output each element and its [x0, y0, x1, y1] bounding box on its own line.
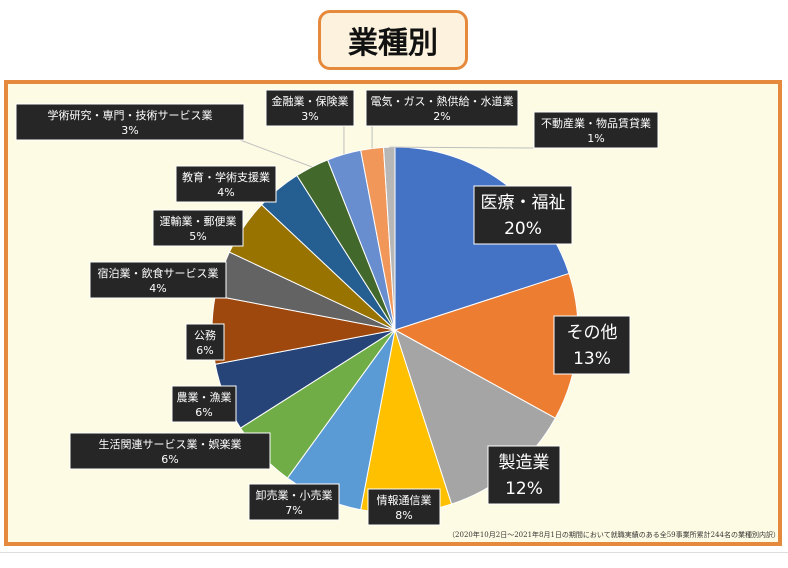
slice-name: 宿泊業・飲食サービス業 — [98, 266, 219, 280]
slice-name: 生活関連サービス業・娯楽業 — [99, 437, 242, 451]
slice-label: 情報通信業 8% — [367, 488, 441, 526]
slice-name: その他 — [567, 323, 618, 343]
slice-label-box — [175, 165, 277, 203]
slice-label: 宿泊業・飲食サービス業 4% — [89, 261, 227, 299]
slice-label: 不動産業・物品賃貸業 1% — [533, 111, 659, 149]
leader-line — [389, 146, 539, 149]
slice-name: 教育・学術支援業 — [182, 170, 270, 184]
slice-name: 不動産業・物品賃貸業 — [541, 116, 651, 130]
slice-label-box — [533, 111, 659, 149]
slice-label-box — [473, 185, 573, 245]
slice-percent: 6% — [195, 406, 212, 419]
slice-name: 学術研究・専門・技術サービス業 — [48, 108, 213, 122]
slice-label: 卸売業・小売業 7% — [248, 483, 340, 521]
slice-percent: 3% — [301, 110, 318, 123]
slice-name: 医療・福祉 — [481, 193, 566, 213]
slice-percent: 5% — [189, 230, 206, 243]
slice-label: 金融業・保険業 3% — [265, 89, 355, 127]
slice-label-box — [171, 385, 237, 423]
leader-line — [239, 139, 313, 168]
slice-label-box — [69, 432, 271, 470]
slice-name: 電気・ガス・熱供給・水道業 — [371, 94, 514, 108]
slice-label-box — [487, 445, 561, 505]
slice-percent: 6% — [161, 453, 178, 466]
slice-label-box — [367, 488, 441, 526]
slice-label-box — [89, 261, 227, 299]
slice-label: 生活関連サービス業・娯楽業 6% — [69, 432, 271, 470]
slice-percent: 12% — [505, 479, 543, 499]
slice-label: 医療・福祉 20% — [473, 185, 573, 245]
slice-label: 農業・漁業 6% — [171, 385, 237, 423]
slice-label: 製造業 12% — [487, 445, 561, 505]
slice-label: 学術研究・専門・技術サービス業 3% — [15, 103, 245, 141]
slice-percent: 6% — [196, 344, 213, 357]
slice-name: 卸売業・小売業 — [256, 488, 333, 502]
slice-label-box — [15, 103, 245, 141]
chart-title: 業種別 — [318, 10, 468, 70]
slice-label: 教育・学術支援業 4% — [175, 165, 277, 203]
slice-label-box — [248, 483, 340, 521]
slice-percent: 13% — [573, 349, 611, 369]
slice-percent: 20% — [504, 219, 542, 239]
slice-name: 運輸業・郵便業 — [160, 214, 237, 228]
slice-name: 金融業・保険業 — [272, 94, 349, 108]
slice-percent: 4% — [149, 282, 166, 295]
slice-label-box — [152, 209, 244, 247]
slice-label-box — [265, 89, 355, 127]
slice-percent: 1% — [587, 132, 604, 145]
slice-percent: 2% — [433, 110, 450, 123]
slice-label: 運輸業・郵便業 5% — [152, 209, 244, 247]
divider — [0, 552, 788, 553]
slice-label-box — [365, 89, 519, 127]
slice-label-box — [185, 323, 225, 361]
slice-percent: 3% — [121, 124, 138, 137]
slice-percent: 7% — [285, 504, 302, 517]
slice-label-box — [553, 315, 631, 375]
slice-label: 電気・ガス・熱供給・水道業 2% — [365, 89, 519, 127]
slice-label: 公務 6% — [185, 323, 225, 361]
slice-name: 製造業 — [499, 453, 550, 473]
slice-name: 情報通信業 — [377, 494, 432, 507]
chart-footnote: （2020年10月2日～2021年8月1日の期間において就職実績のある全59事業… — [448, 531, 780, 539]
slice-percent: 8% — [395, 509, 412, 522]
slice-percent: 4% — [217, 186, 234, 199]
slice-name: 農業・漁業 — [177, 390, 232, 404]
slice-label: その他 13% — [553, 315, 631, 375]
slice-name: 公務 — [194, 328, 216, 342]
